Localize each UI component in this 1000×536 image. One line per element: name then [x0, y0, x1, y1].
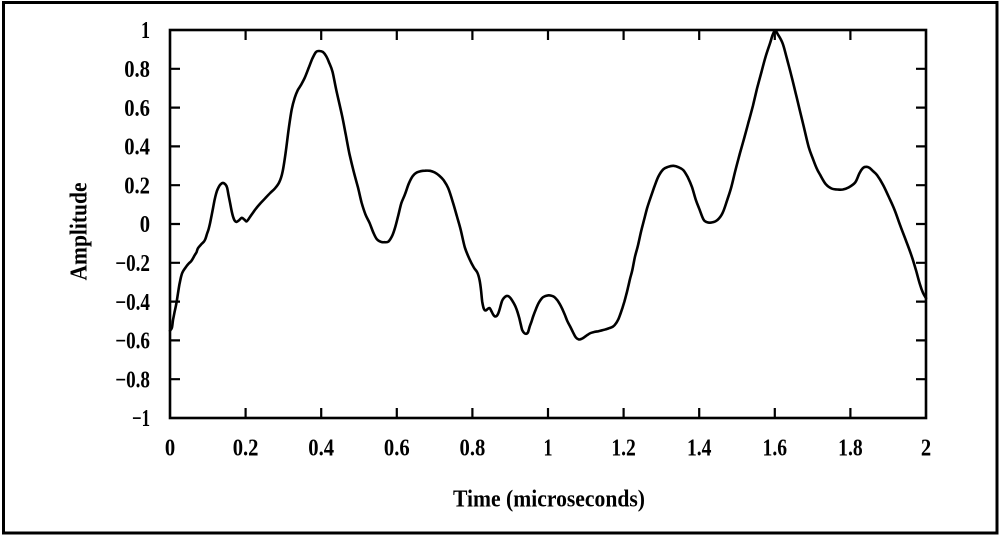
svg-text:1.2: 1.2 — [611, 436, 636, 462]
svg-text:Amplitude: Amplitude — [67, 182, 93, 280]
svg-text:0: 0 — [140, 212, 150, 238]
svg-text:1: 1 — [141, 18, 150, 44]
svg-text:0.8: 0.8 — [460, 436, 486, 462]
svg-text:−1: −1 — [132, 406, 150, 432]
svg-text:Time (microseconds): Time (microseconds) — [453, 487, 645, 513]
svg-text:−0.4: −0.4 — [115, 290, 150, 316]
svg-text:0.2: 0.2 — [124, 173, 150, 199]
svg-text:2: 2 — [921, 436, 931, 462]
svg-text:0.4: 0.4 — [124, 135, 150, 161]
svg-text:0: 0 — [165, 436, 175, 462]
svg-text:−0.2: −0.2 — [115, 251, 150, 277]
svg-text:0.2: 0.2 — [233, 436, 259, 462]
svg-text:0.6: 0.6 — [124, 96, 150, 122]
svg-text:−0.8: −0.8 — [115, 367, 150, 393]
svg-text:0.6: 0.6 — [384, 436, 410, 462]
svg-text:−0.6: −0.6 — [115, 329, 150, 355]
svg-text:0.8: 0.8 — [124, 57, 150, 83]
svg-text:1.8: 1.8 — [838, 436, 863, 462]
svg-text:1.4: 1.4 — [687, 436, 712, 462]
svg-text:0.4: 0.4 — [308, 436, 334, 462]
svg-text:1.6: 1.6 — [763, 436, 788, 462]
svg-text:1: 1 — [544, 436, 553, 462]
